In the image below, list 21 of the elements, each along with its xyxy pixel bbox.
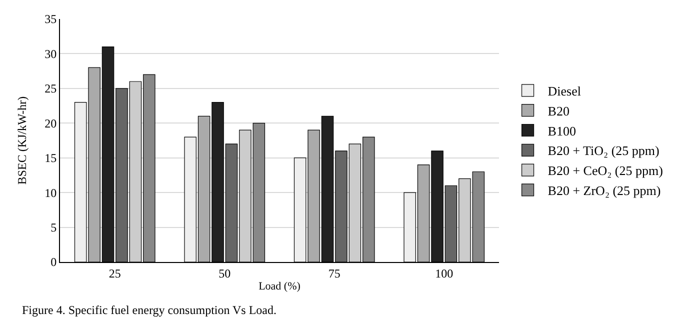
x-axis-title: Load (%) <box>258 280 301 293</box>
legend-label: B20 + ZrO₂ (25 ppm) <box>548 183 661 198</box>
y-tick-label: 10 <box>44 186 57 200</box>
legend-label: B20 + CeO₂ (25 ppm) <box>548 163 663 178</box>
legend-label: B100 <box>548 123 576 138</box>
legend-label: Diesel <box>548 84 582 99</box>
legend-label: B20 + TiO₂ (25 ppm) <box>548 143 660 158</box>
legend-label: B20 <box>548 103 570 118</box>
x-tick-label: 100 <box>435 266 454 280</box>
x-tick-label: 75 <box>328 266 340 280</box>
x-tick-label: 50 <box>218 266 231 280</box>
y-tick-label: 0 <box>50 255 57 270</box>
caption: Figure 4. Specific fuel energy consumption Vs Load. <box>22 303 277 317</box>
y-tick-label: 15 <box>44 151 57 166</box>
x-tick-label: 25 <box>108 266 121 280</box>
y-tick-label: 5 <box>50 220 57 234</box>
y-tick-label: 35 <box>44 12 57 26</box>
y-axis-title: BSEC (KJ/kW-hr) <box>14 96 29 185</box>
y-tick-label: 20 <box>44 116 57 130</box>
y-tick-label: 30 <box>44 46 57 61</box>
y-tick-label: 25 <box>44 82 57 96</box>
